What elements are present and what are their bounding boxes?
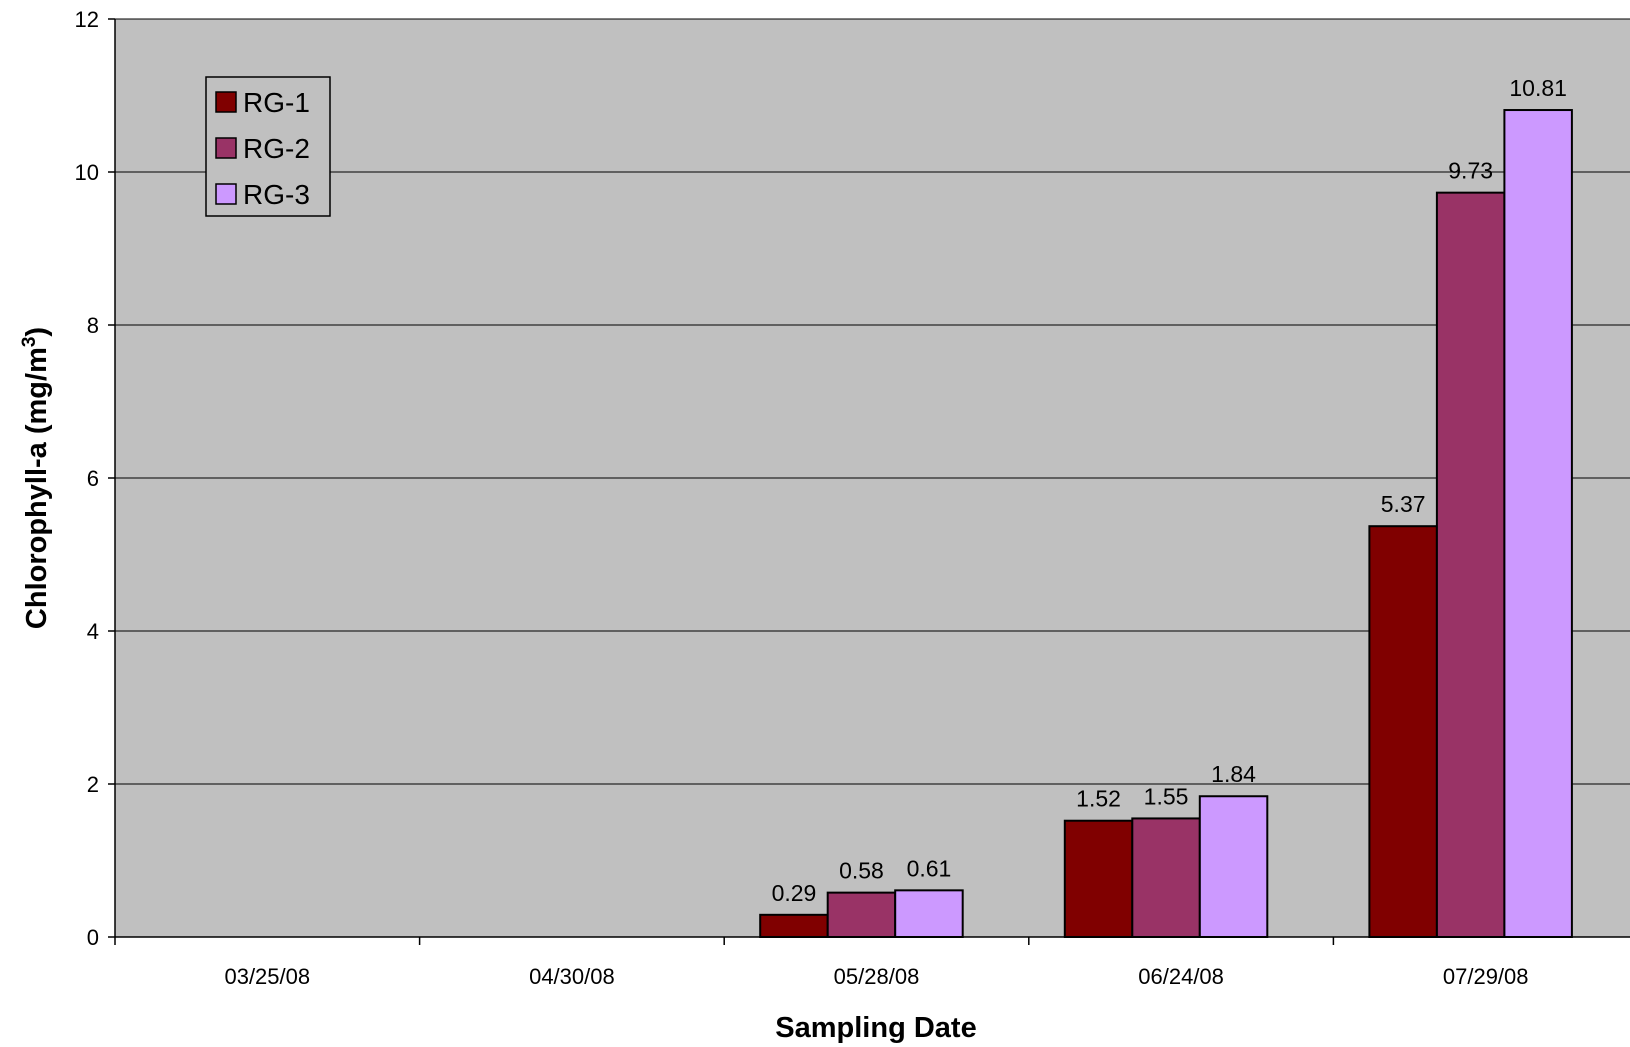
y-tick-label: 12 <box>75 7 99 32</box>
data-label: 1.55 <box>1144 783 1189 809</box>
legend-label: RG-2 <box>243 133 310 164</box>
bar <box>1503 109 1573 939</box>
x-tick-label: 03/25/08 <box>224 964 310 989</box>
x-tick-label: 07/29/08 <box>1443 964 1529 989</box>
data-label: 10.81 <box>1509 75 1567 101</box>
x-tick-label: 06/24/08 <box>1138 964 1224 989</box>
data-label: 1.84 <box>1211 761 1256 787</box>
y-tick-labels: 0 2 4 6 8 10 12 <box>75 7 99 950</box>
legend-swatch <box>215 91 237 113</box>
bar <box>1435 191 1506 938</box>
legend-swatch <box>215 137 237 159</box>
y-tick-label: 10 <box>75 160 99 185</box>
y-axis-title-main: Chlorophyll-a (mg/m <box>21 347 53 629</box>
data-label: 5.37 <box>1381 491 1426 517</box>
bars <box>759 109 1573 939</box>
bar <box>826 891 897 939</box>
data-label: 0.58 <box>839 858 884 884</box>
data-label: 1.52 <box>1076 786 1121 812</box>
data-labels: 0.29 1.52 5.37 0.58 1.55 9.73 0.61 1.84 10.81 <box>772 75 1567 906</box>
axes <box>108 18 1630 945</box>
legend: RG-1 RG-2 RG-3 <box>205 76 331 217</box>
bar <box>1063 819 1134 938</box>
legend-label: RG-3 <box>243 179 310 210</box>
y-axis-title: Chlorophyll-a (mg/m3) <box>19 327 53 629</box>
x-axis-title: Sampling Date <box>775 1012 976 1044</box>
y-axis-title-suffix: ) <box>21 327 53 337</box>
bar <box>1131 817 1201 938</box>
legend-swatch <box>215 183 237 205</box>
y-axis-title-superscript: 3 <box>19 337 40 348</box>
y-tick-label: 8 <box>87 313 99 338</box>
bar <box>759 913 829 939</box>
x-tick-label: 05/28/08 <box>834 964 920 989</box>
bar <box>1368 525 1438 938</box>
gridlines <box>115 18 1630 785</box>
y-tick-label: 0 <box>87 925 99 950</box>
data-label: 9.73 <box>1448 158 1493 184</box>
legend-label: RG-1 <box>243 87 310 118</box>
data-label: 0.29 <box>772 880 817 906</box>
y-tick-label: 6 <box>87 466 99 491</box>
bar <box>1198 795 1269 938</box>
bar <box>894 889 964 939</box>
x-tick-label: 04/30/08 <box>529 964 615 989</box>
y-tick-label: 4 <box>87 619 99 644</box>
data-label: 0.61 <box>907 855 952 881</box>
x-tick-labels: 03/25/08 04/30/08 05/28/08 06/24/08 07/29/08 <box>224 964 1528 989</box>
y-tick-label: 2 <box>87 772 99 797</box>
